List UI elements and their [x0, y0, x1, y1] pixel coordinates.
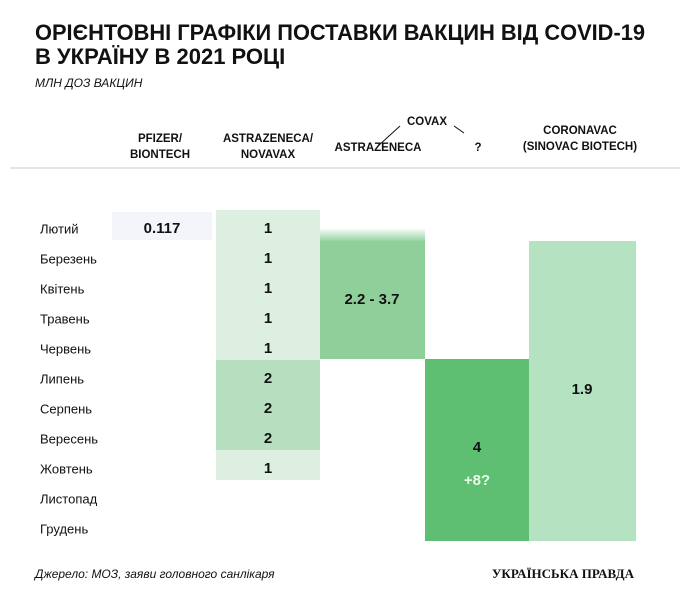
column-header: NOVAVAX — [241, 149, 296, 161]
month-label: Серпень — [40, 401, 92, 416]
bracket — [377, 125, 401, 147]
cell-value: 4 — [473, 439, 482, 456]
column-header: PFIZER/ — [138, 133, 183, 145]
column-header: CORONAVAC — [543, 125, 617, 137]
column-header: ASTRAZENECA — [335, 142, 422, 154]
cell-value: 0.117 — [144, 220, 181, 237]
cell-value: 2 — [264, 430, 272, 447]
column-header: (SINOVAC BIOTECH) — [523, 141, 637, 153]
column-header: ASTRAZENECA/ — [223, 133, 314, 145]
month-label: Лютий — [40, 221, 78, 236]
cell-value: 2 — [264, 370, 272, 387]
cell — [216, 390, 320, 420]
cell — [529, 241, 636, 541]
month-label: Червень — [40, 341, 91, 356]
column-header: BIONTECH — [130, 149, 190, 161]
cell-value: +8? — [464, 472, 490, 489]
cell — [216, 240, 320, 270]
cell-fade — [320, 228, 425, 242]
cell-value: 1 — [264, 310, 272, 327]
brand: УКРАЇНСЬКА ПРАВДА — [492, 566, 635, 581]
cell — [216, 330, 320, 360]
cell-value: 1 — [264, 460, 272, 477]
column-header: ? — [474, 142, 481, 154]
cell — [216, 270, 320, 300]
cell — [216, 210, 320, 240]
source: Джерело: МОЗ, заяви головного санлікаря — [33, 567, 275, 581]
cell-value: 2.2 - 3.7 — [344, 291, 399, 308]
cell — [425, 359, 529, 541]
month-label: Квітень — [40, 281, 85, 296]
month-label: Березень — [40, 251, 97, 266]
cell — [216, 360, 320, 390]
cell-value: 1 — [264, 340, 272, 357]
month-label: Вересень — [40, 431, 98, 446]
month-label: Травень — [40, 311, 90, 326]
cell — [112, 212, 212, 240]
bracket — [453, 125, 465, 134]
month-label: Липень — [40, 371, 84, 386]
cell — [216, 450, 320, 480]
cell-value: 1 — [264, 280, 272, 297]
title-line: ОРІЄНТОВНІ ГРАФІКИ ПОСТАВКИ ВАКЦИН ВІД C… — [35, 20, 645, 45]
cell — [216, 300, 320, 330]
cell-value: 1.9 — [572, 381, 593, 398]
cell-value: 1 — [264, 250, 272, 267]
cell — [216, 420, 320, 450]
month-label: Листопад — [40, 491, 98, 506]
month-label: Жовтень — [40, 461, 93, 476]
cell — [320, 241, 425, 359]
title-line: В УКРАЇНУ В 2021 РОЦІ — [35, 44, 285, 69]
subtitle: МЛН ДОЗ ВАКЦИН — [35, 76, 143, 90]
month-label: Грудень — [40, 521, 88, 536]
group-header: COVAX — [407, 116, 447, 128]
cell-value: 2 — [264, 400, 272, 417]
cell-value: 1 — [264, 220, 272, 237]
